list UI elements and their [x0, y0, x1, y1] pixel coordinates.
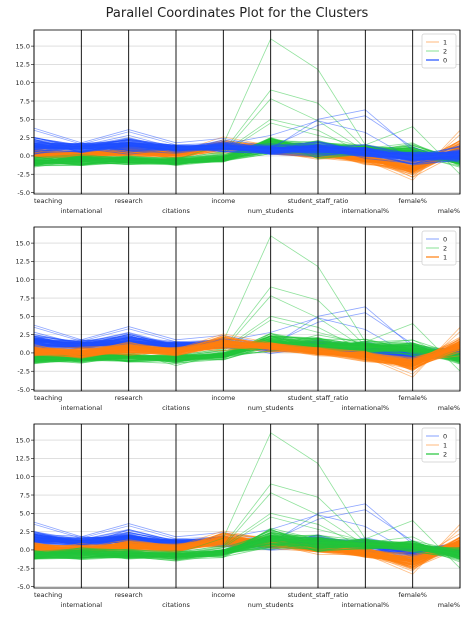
- cluster-outlier-line: [33, 483, 461, 561]
- y-tick-label: 7.5: [20, 294, 30, 302]
- plot-frame: [33, 226, 461, 392]
- cluster-outlier-line: [33, 512, 461, 554]
- series-line-1: [33, 341, 461, 366]
- x-axis-label: research: [115, 197, 143, 205]
- y-tick-label: 7.5: [20, 491, 30, 499]
- x-axis-label: male%: [438, 601, 460, 609]
- y-tick-label: 2.5: [20, 134, 30, 142]
- x-axis-label: student_staff_ratio: [288, 394, 349, 402]
- y-tick-label: 2.5: [20, 528, 30, 536]
- y-tick-label: -5.0: [17, 189, 30, 197]
- y-tick-label: 5.0: [20, 116, 30, 124]
- panel-3: -5.0 -2.5 0.0 2.5 5.0 7.5 10.0 12.5 15.0 teaching…: [16, 423, 461, 609]
- x-axis-label: teaching: [34, 591, 62, 599]
- y-tick-label: 15.0: [16, 436, 30, 444]
- legend-label: 2: [443, 450, 447, 458]
- cluster-outlier-line: [33, 327, 461, 378]
- series-0: [33, 109, 461, 166]
- legend-label: 0: [443, 432, 447, 440]
- x-axis-label: citations: [162, 207, 190, 215]
- series-2: [33, 432, 461, 569]
- panel-2: -5.0 -2.5 0.0 2.5 5.0 7.5 10.0 12.5 15.0 teaching…: [16, 226, 461, 412]
- x-axis-label: international%: [342, 601, 390, 609]
- legend-label: 1: [443, 441, 447, 449]
- cluster-outlier-line: [33, 524, 461, 575]
- legend-label: 1: [443, 253, 447, 261]
- y-tick-label: 12.5: [16, 61, 30, 69]
- x-axis-label: international%: [342, 207, 390, 215]
- x-axis-label: num_students: [248, 207, 295, 215]
- x-axis-label: female%: [398, 591, 427, 599]
- y-tick-label: 15.0: [16, 239, 30, 247]
- legend: 120: [421, 33, 457, 69]
- x-axis-label: num_students: [248, 601, 295, 609]
- cluster-outlier-line: [33, 286, 461, 364]
- y-tick-label: 10.0: [16, 473, 30, 481]
- y-tick-label: -5.0: [17, 583, 30, 591]
- x-axis-label: research: [115, 394, 143, 402]
- y-tick-label: 0.0: [20, 152, 30, 160]
- x-axis-label: international%: [342, 404, 390, 412]
- cluster-line: [33, 540, 461, 557]
- cluster-outlier-line: [33, 115, 461, 163]
- y-tick-label: -2.5: [17, 565, 30, 573]
- legend: 021: [421, 230, 457, 266]
- y-tick-label: 7.5: [20, 97, 30, 105]
- legend-label: 0: [443, 56, 447, 64]
- series-line-2: [33, 538, 461, 557]
- y-tick-label: 0.0: [20, 546, 30, 554]
- x-axis-label: teaching: [34, 197, 62, 205]
- cluster-line: [33, 342, 461, 361]
- x-axis-label: international: [61, 207, 103, 215]
- cluster-outlier-line: [33, 331, 461, 375]
- y-tick-label: -2.5: [17, 171, 30, 179]
- legend-label: 2: [443, 47, 447, 55]
- y-tick-label: 0.0: [20, 349, 30, 357]
- x-axis-label: international: [61, 404, 103, 412]
- y-tick-label: 2.5: [20, 331, 30, 339]
- x-axis-label: male%: [438, 404, 460, 412]
- x-axis-label: male%: [438, 207, 460, 215]
- cluster-outlier-line: [33, 120, 461, 161]
- y-tick-label: 12.5: [16, 258, 30, 266]
- y-tick-label: -2.5: [17, 368, 30, 376]
- y-tick-label: 15.0: [16, 42, 30, 50]
- x-axis-label: income: [211, 394, 235, 402]
- legend: 012: [421, 427, 457, 463]
- x-axis-label: female%: [398, 197, 427, 205]
- cluster-outlier-line: [33, 528, 461, 572]
- series-1: [33, 327, 461, 378]
- x-axis-label: international: [61, 601, 103, 609]
- panel-1: -5.0 -2.5 0.0 2.5 5.0 7.5 10.0 12.5 15.0 teaching…: [16, 29, 461, 215]
- y-tick-label: -5.0: [17, 386, 30, 394]
- y-tick-label: 5.0: [20, 313, 30, 321]
- y-tick-label: 12.5: [16, 455, 30, 463]
- legend-label: 0: [443, 235, 447, 243]
- y-tick-label: 10.0: [16, 276, 30, 284]
- x-axis-label: num_students: [248, 404, 295, 412]
- x-axis-label: teaching: [34, 394, 62, 402]
- cluster-outlier-line: [33, 109, 461, 161]
- x-axis-label: citations: [162, 404, 190, 412]
- cluster-outlier-line: [33, 134, 461, 178]
- x-axis-label: income: [211, 591, 235, 599]
- x-axis-label: research: [115, 591, 143, 599]
- cluster-line: [33, 138, 461, 162]
- y-tick-label: 5.0: [20, 510, 30, 518]
- x-axis-label: female%: [398, 394, 427, 402]
- cluster-outlier-line: [33, 312, 461, 360]
- x-axis-label: income: [211, 197, 235, 205]
- legend-label: 1: [443, 38, 447, 46]
- y-tick-label: 10.0: [16, 79, 30, 87]
- x-axis-label: citations: [162, 601, 190, 609]
- legend-label: 2: [443, 244, 447, 252]
- x-axis-label: student_staff_ratio: [288, 197, 349, 205]
- cluster-line: [33, 344, 461, 367]
- series-line-0: [33, 143, 461, 159]
- figure-title: Parallel Coordinates Plot for the Cluste…: [106, 6, 369, 21]
- x-axis-label: student_staff_ratio: [288, 591, 349, 599]
- cluster-line: [33, 146, 461, 161]
